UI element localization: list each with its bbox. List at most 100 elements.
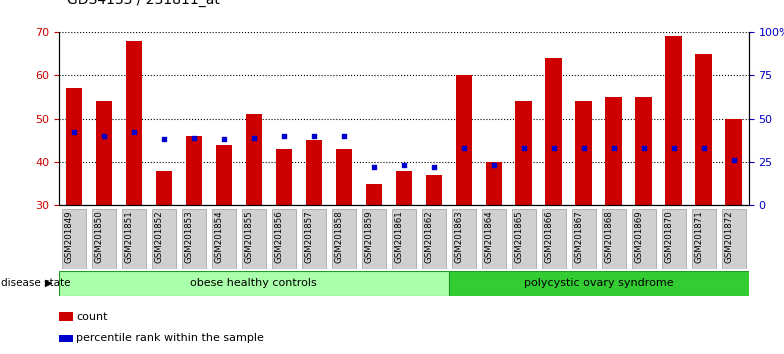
Text: GSM201872: GSM201872 (724, 211, 734, 263)
Bar (186, 136, 202, 205)
Bar (216, 144, 232, 205)
Point (728, 158, 740, 163)
Bar (336, 149, 352, 205)
Text: percentile rank within the sample: percentile rank within the sample (76, 333, 264, 343)
Bar (66, 88, 82, 205)
Point (368, 164, 380, 170)
Bar (512, 209, 535, 269)
Bar (575, 101, 592, 205)
Text: obese healthy controls: obese healthy controls (191, 278, 318, 288)
Point (578, 145, 590, 151)
Bar (365, 184, 382, 205)
Bar (725, 119, 742, 205)
Bar (395, 171, 412, 205)
Point (307, 133, 320, 139)
Point (458, 145, 470, 151)
Bar (426, 175, 442, 205)
Text: GSM201870: GSM201870 (665, 211, 673, 263)
Bar (666, 36, 682, 205)
Bar (572, 209, 596, 269)
Point (337, 133, 350, 139)
Bar (245, 114, 262, 205)
Text: GSM201858: GSM201858 (335, 211, 343, 263)
Text: GSM201855: GSM201855 (245, 211, 254, 263)
Bar (456, 75, 472, 205)
Bar (302, 209, 326, 269)
Bar (605, 97, 622, 205)
Bar (182, 209, 205, 269)
Bar (155, 171, 172, 205)
Bar (59, 271, 448, 296)
Point (97, 133, 110, 139)
Text: GSM201862: GSM201862 (425, 211, 434, 263)
Bar (306, 140, 322, 205)
Bar (122, 209, 146, 269)
Bar (275, 149, 292, 205)
Bar (125, 40, 142, 205)
Point (158, 137, 170, 142)
Bar (695, 53, 712, 205)
Point (248, 135, 260, 141)
Text: ▶: ▶ (45, 278, 53, 288)
Bar (452, 209, 476, 269)
Bar (632, 209, 655, 269)
Bar (485, 162, 502, 205)
Text: GSM201863: GSM201863 (455, 211, 464, 263)
Text: GSM201854: GSM201854 (215, 211, 223, 263)
Point (488, 162, 500, 168)
Text: GDS4133 / 231811_at: GDS4133 / 231811_at (67, 0, 220, 7)
Point (608, 145, 620, 151)
Bar (361, 209, 386, 269)
Bar (448, 271, 749, 296)
Bar (546, 58, 562, 205)
Bar (636, 97, 652, 205)
Text: GSM201849: GSM201849 (65, 211, 74, 263)
Bar (691, 209, 716, 269)
Bar (722, 209, 746, 269)
Bar (542, 209, 566, 269)
Text: GSM201867: GSM201867 (575, 211, 584, 263)
Text: GSM201852: GSM201852 (154, 211, 164, 263)
Text: GSM201866: GSM201866 (545, 211, 554, 263)
Text: GSM201857: GSM201857 (305, 211, 314, 263)
Bar (481, 209, 506, 269)
Text: GSM201851: GSM201851 (125, 211, 134, 263)
Bar (602, 209, 626, 269)
Bar (392, 209, 416, 269)
Bar (516, 101, 532, 205)
Text: GSM201869: GSM201869 (635, 211, 644, 263)
Bar (272, 209, 296, 269)
Bar (96, 101, 112, 205)
Text: GSM201868: GSM201868 (604, 211, 614, 263)
Bar (212, 209, 236, 269)
Text: GSM201871: GSM201871 (695, 211, 704, 263)
Text: GSM201853: GSM201853 (185, 211, 194, 263)
Text: GSM201859: GSM201859 (365, 211, 374, 263)
Point (397, 162, 410, 168)
Point (698, 145, 710, 151)
Bar (662, 209, 686, 269)
Bar (62, 209, 85, 269)
Text: GSM201865: GSM201865 (515, 211, 524, 263)
Text: GSM201850: GSM201850 (95, 211, 103, 263)
Text: GSM201864: GSM201864 (485, 211, 494, 263)
Point (667, 145, 680, 151)
Bar (152, 209, 176, 269)
Point (187, 135, 200, 141)
Text: polycystic ovary syndrome: polycystic ovary syndrome (524, 278, 673, 288)
Point (217, 137, 230, 142)
Bar (332, 209, 356, 269)
Point (128, 130, 140, 135)
Text: GSM201856: GSM201856 (274, 211, 284, 263)
Bar (422, 209, 446, 269)
Text: GSM201861: GSM201861 (395, 211, 404, 263)
Text: disease state: disease state (1, 278, 71, 288)
Bar (92, 209, 116, 269)
Point (517, 145, 530, 151)
Text: count: count (76, 312, 107, 322)
Bar (241, 209, 266, 269)
Point (278, 133, 290, 139)
Point (427, 164, 440, 170)
Point (637, 145, 650, 151)
Point (547, 145, 560, 151)
